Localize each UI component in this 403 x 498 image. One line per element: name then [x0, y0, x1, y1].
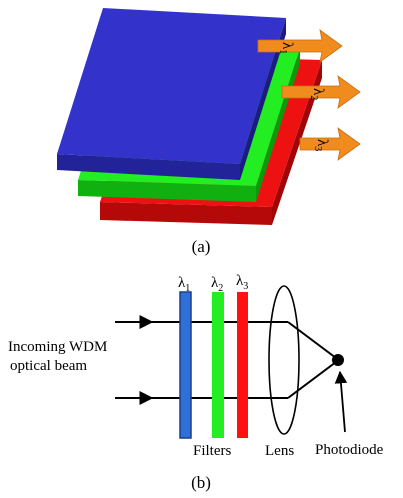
- arrow-label-lambda-3: λ3: [312, 139, 330, 151]
- lower-beam-focus: [287, 361, 337, 399]
- input-label-line1: Incoming WDM: [8, 339, 107, 355]
- photodiode-label: Photodiode: [315, 442, 384, 458]
- blue-filter-plate: [57, 8, 286, 180]
- upper-beam-focus: [287, 321, 337, 359]
- output-arrow-2: λ2: [281, 75, 361, 109]
- lens-label: Lens: [265, 443, 294, 459]
- photodiode: [332, 354, 344, 366]
- filter-label-lambda-3: λ3: [236, 273, 248, 292]
- panel-a: λ1 λ2 λ3 (a): [57, 8, 361, 256]
- filter-label-lambda-2: λ2: [211, 275, 223, 294]
- input-label-line2: optical beam: [10, 358, 87, 374]
- filter-bar-1: [179, 291, 192, 439]
- filter-bar-3: [237, 292, 248, 438]
- lens: [268, 285, 300, 435]
- caption-a: (a): [192, 237, 211, 256]
- filter-label-lambda-1: λ1: [178, 275, 190, 294]
- arrow-label-lambda-1: λ1: [277, 42, 295, 54]
- filter-bar-2: [212, 292, 224, 438]
- caption-b: (b): [191, 473, 211, 492]
- output-arrow-1: λ1: [257, 29, 343, 63]
- panel-b: λ1 λ2 λ3 Incoming WDM optical beam Filte…: [8, 273, 384, 492]
- arrow-label-lambda-2: λ2: [308, 88, 326, 100]
- output-arrow-3: λ3: [299, 127, 361, 161]
- filters-label: Filters: [193, 443, 231, 459]
- photodiode-pointer: [334, 370, 348, 433]
